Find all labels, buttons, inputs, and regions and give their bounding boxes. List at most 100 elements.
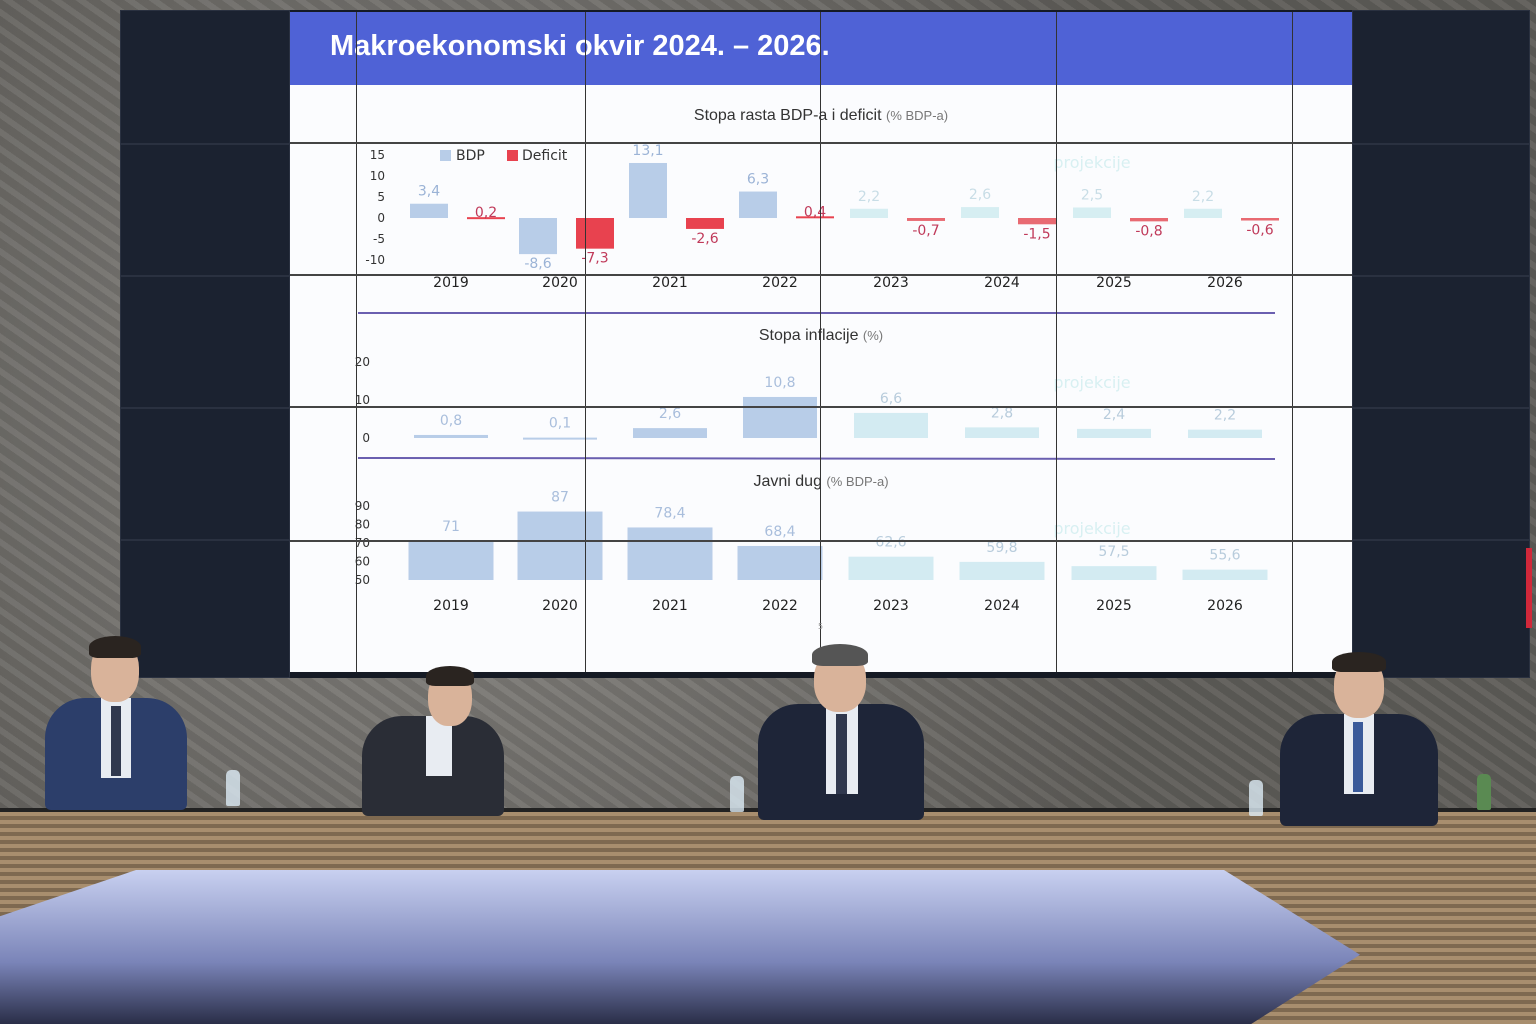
chart-title: Stopa rasta BDP-a i deficit (% BDP-a) xyxy=(694,107,948,124)
y-tick-label: 50 xyxy=(355,573,370,587)
bdp-bar xyxy=(961,207,999,218)
inflation-bar xyxy=(854,412,928,438)
legend-label-bdp: BDP xyxy=(456,148,485,164)
data-label: -0,6 xyxy=(1246,223,1273,239)
debt-bar xyxy=(1182,569,1268,580)
data-label: 2,2 xyxy=(1214,408,1236,424)
slide-title-bar: Makroekonomski okvir 2024. – 2026. xyxy=(290,12,1352,85)
bdp-bar xyxy=(519,218,557,255)
section-divider xyxy=(357,457,1276,460)
data-label: -0,8 xyxy=(1135,223,1162,239)
y-tick-label: 5 xyxy=(377,190,385,204)
data-label: 71 xyxy=(442,519,460,535)
x-category-label: 2023 xyxy=(873,598,909,614)
y-tick-label: 90 xyxy=(355,499,370,513)
debt-bar xyxy=(848,556,934,580)
data-label: 0,1 xyxy=(549,416,571,432)
x-category-label: 2024 xyxy=(984,598,1020,614)
bdp-bar xyxy=(629,162,667,218)
deficit-bar xyxy=(1018,218,1056,225)
deficit-bar xyxy=(1241,218,1279,221)
y-tick-label: 70 xyxy=(355,536,370,550)
data-label: 13,1 xyxy=(632,143,663,159)
bdp-bar xyxy=(1184,208,1222,218)
data-label: 2,5 xyxy=(1081,188,1103,204)
data-label: 78,4 xyxy=(654,505,685,521)
y-tick-label: 10 xyxy=(370,169,385,183)
data-label: 6,3 xyxy=(747,172,769,188)
data-label: 55,6 xyxy=(1209,548,1240,564)
x-category-label: 2024 xyxy=(984,275,1020,291)
debt-bar xyxy=(408,541,494,580)
data-label: 57,5 xyxy=(1098,544,1129,560)
legend-label-deficit: Deficit xyxy=(522,148,568,164)
data-label: -2,6 xyxy=(691,231,718,247)
chart-title: Javni dug (% BDP-a) xyxy=(753,473,888,490)
x-category-label: 2023 xyxy=(873,275,909,291)
chart-title: Stopa inflacije (%) xyxy=(759,327,883,344)
x-category-label: 2022 xyxy=(762,598,798,614)
data-label: 2,6 xyxy=(659,406,681,422)
data-label: -8,6 xyxy=(524,256,551,272)
debt-bar xyxy=(1071,566,1157,580)
deficit-bar xyxy=(796,216,834,219)
data-label: 0,4 xyxy=(804,204,826,220)
reflective-table xyxy=(0,870,1360,1024)
deficit-bar xyxy=(1130,218,1168,222)
data-label: 2,6 xyxy=(969,187,991,203)
inflation-bar xyxy=(1188,429,1262,438)
x-category-label: 2025 xyxy=(1096,598,1132,614)
data-label: 59,8 xyxy=(986,540,1017,556)
data-label: 0,8 xyxy=(440,413,462,429)
x-category-label: 2020 xyxy=(542,598,578,614)
data-label: 68,4 xyxy=(764,524,795,540)
x-category-label: 2020 xyxy=(542,275,578,291)
legend-swatch-bdp xyxy=(440,150,451,161)
y-tick-label: -5 xyxy=(373,232,385,246)
inflation-bar xyxy=(743,396,817,438)
y-tick-label: 60 xyxy=(355,555,370,569)
y-tick-label: 15 xyxy=(370,148,385,162)
slide-title: Makroekonomski okvir 2024. – 2026. xyxy=(330,30,830,62)
x-category-label: 2022 xyxy=(762,275,798,291)
legend-swatch-deficit xyxy=(507,150,518,161)
data-label: 3,4 xyxy=(418,184,440,200)
x-category-label: 2021 xyxy=(652,275,688,291)
inflation-bar xyxy=(414,434,488,438)
debt-bar xyxy=(737,545,823,580)
data-label: 2,2 xyxy=(858,189,880,205)
x-category-label: 2021 xyxy=(652,598,688,614)
projection-annotation: projekcije xyxy=(1053,519,1130,538)
water-bottle xyxy=(226,770,240,806)
inflation-bar xyxy=(1077,428,1151,438)
x-category-label: 2026 xyxy=(1207,598,1243,614)
y-tick-label: 20 xyxy=(355,355,370,369)
y-tick-label: -10 xyxy=(365,253,385,267)
data-label: 0,2 xyxy=(475,205,497,221)
data-label: 2,8 xyxy=(991,405,1013,421)
inflation-bar xyxy=(523,437,597,440)
x-category-label: 2025 xyxy=(1096,275,1132,291)
data-label: 2,4 xyxy=(1103,407,1125,423)
bdp-bar xyxy=(850,208,888,218)
bdp-bar xyxy=(410,203,448,218)
charts-svg: Stopa rasta BDP-a i deficit (% BDP-a) 15 1… xyxy=(355,107,1279,614)
y-tick-label: 80 xyxy=(355,518,370,532)
deficit-bar xyxy=(907,218,945,221)
red-indicator xyxy=(1526,548,1532,628)
bdp-bar xyxy=(1073,207,1111,218)
x-category-label: 2019 xyxy=(433,275,469,291)
water-bottle xyxy=(1477,774,1491,810)
inflation-bar xyxy=(965,427,1039,438)
y-tick-label: 10 xyxy=(355,393,370,407)
debt-bar xyxy=(959,561,1045,580)
slide-page-number: 5 xyxy=(818,622,824,631)
water-bottle xyxy=(730,776,744,812)
water-bottle xyxy=(1249,780,1263,816)
x-category-label: 2019 xyxy=(433,598,469,614)
data-label: -7,3 xyxy=(581,251,608,267)
data-label: 87 xyxy=(551,490,569,506)
presentation-slide: Makroekonomski okvir 2024. – 2026. Stopa… xyxy=(290,12,1352,672)
x-category-label: 2026 xyxy=(1207,275,1243,291)
projection-annotation: projekcije xyxy=(1053,373,1130,392)
